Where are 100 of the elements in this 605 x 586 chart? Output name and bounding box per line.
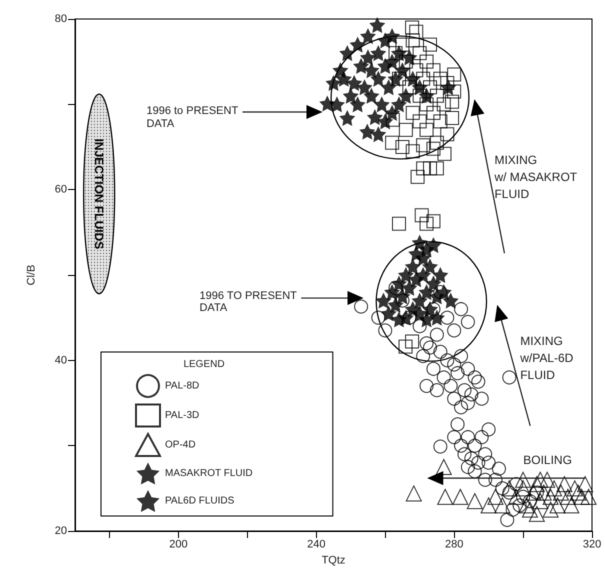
annotation: MIXING w/ MASAKROT FLUID [493,153,578,202]
point [360,49,376,66]
point [426,63,440,78]
point [436,97,451,112]
point [369,16,386,33]
legend-label: OP-4D [165,440,196,450]
point [410,170,425,184]
point [440,79,456,96]
point [412,114,427,128]
point [394,62,410,78]
point [390,96,407,112]
point [447,84,462,99]
point [539,472,556,488]
point [398,122,413,137]
legend-title: LEGEND [183,359,225,370]
point [360,28,376,44]
point [336,70,352,87]
point [577,476,594,492]
point [412,46,427,60]
point [414,208,429,222]
point [433,72,448,86]
point [508,488,524,505]
annotation: INJECTION FLUIDS [92,138,106,250]
point [395,38,410,52]
point [433,114,448,128]
x-tick-label: 320 [582,538,602,550]
point [388,46,403,60]
point [487,488,504,505]
point [580,488,597,505]
point [560,488,576,505]
point [384,284,400,300]
point [422,258,438,274]
point [380,79,397,96]
point [442,292,459,309]
point [363,88,380,104]
legend-label: MASAKROT FLUID [165,468,253,479]
legend-label: PAL-8D [165,380,200,392]
point [566,480,583,496]
point [416,161,430,176]
point [401,280,418,296]
point [528,476,545,492]
point [436,459,452,475]
point [416,138,430,152]
point [394,288,410,304]
point [415,267,432,283]
point [437,488,454,505]
point [406,144,420,158]
point [402,80,416,94]
point [377,113,394,130]
point [370,70,386,87]
point [426,214,440,228]
point [390,45,407,62]
point [375,292,392,309]
point [440,127,454,142]
point [445,110,460,125]
point [398,88,414,104]
annotation: 1996 to PRESENT DATA [146,105,238,130]
y-axis-title: Cl/B [26,264,38,286]
point [420,122,434,137]
x-axis-title: TQtz [322,554,346,566]
point [423,80,438,94]
point [494,497,510,514]
point [385,136,400,150]
point [522,502,538,518]
point [423,38,438,52]
point [452,488,468,505]
point [574,488,590,505]
point [342,88,359,104]
point [430,88,444,103]
point [386,112,400,127]
point [374,96,390,112]
point [388,70,404,87]
point [426,106,440,120]
point [542,502,559,518]
x-tick-label: 200 [169,538,188,550]
point [366,109,383,126]
point [370,126,386,142]
point [425,237,442,254]
point [546,480,562,496]
point [480,497,497,514]
point [466,493,483,510]
point [390,276,407,292]
point [395,140,410,154]
x-tick-label: 280 [444,538,464,550]
point [412,292,428,309]
point [339,110,356,126]
point [392,72,406,86]
point [409,63,424,78]
point [405,20,420,35]
point [420,54,434,69]
point [447,67,462,82]
legend-label: PAL-3D [165,410,200,421]
point [416,72,430,86]
point [412,79,428,96]
y-tick-label: 80 [54,13,67,25]
point [426,142,440,156]
point [501,480,518,496]
point [353,58,370,74]
legend-label: PAL6D FLUIDS [165,496,235,506]
point [430,161,444,176]
